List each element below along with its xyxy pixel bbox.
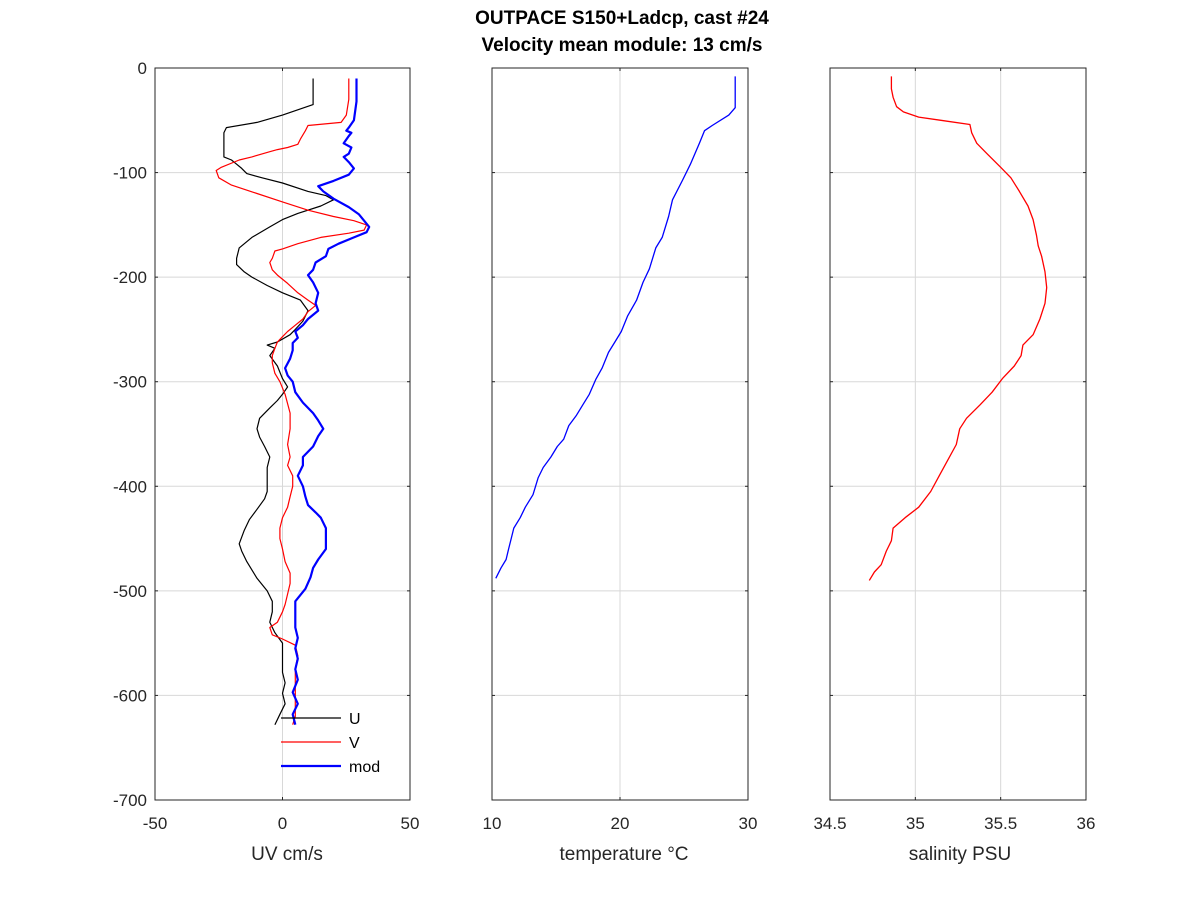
- salinity-series-profile-line: [868, 76, 1048, 581]
- temperature-x-tick-label: 10: [483, 814, 502, 833]
- uv-y-tick-label: -300: [113, 373, 147, 392]
- salinity-axes-box: [829, 67, 1087, 801]
- salinity-x-tick-label: 35.5: [984, 814, 1017, 833]
- salinity-x-axis-label: salinity PSU: [909, 844, 1011, 865]
- uv-series-mod-line: [284, 78, 371, 725]
- uv-y-tick-label: -400: [113, 477, 147, 496]
- uv-ticks: -50 0 500-100-200-300-400-500-600-700: [113, 59, 419, 833]
- temperature-x-tick-label: 30: [739, 814, 758, 833]
- uv-x-tick-label: -50: [143, 814, 168, 833]
- legend-label-u: U: [349, 711, 361, 728]
- title-line-1: OUTPACE S150+Ladcp, cast #24: [475, 8, 769, 29]
- temperature-grid: [492, 68, 748, 800]
- salinity-panel: 34.5 35 35.5 36 salinity PSU: [813, 67, 1096, 865]
- uv-x-tick-label: 50: [401, 814, 420, 833]
- uv-x-tick-label: 0: [278, 814, 287, 833]
- temperature-series-profile-line: [495, 76, 736, 579]
- salinity-x-tick-label: 35: [906, 814, 925, 833]
- temperature-ticks: 10 20 30: [483, 67, 758, 833]
- temperature-series: [495, 76, 736, 579]
- salinity-series: [868, 76, 1048, 581]
- legend-label-v: V: [349, 735, 360, 752]
- uv-y-tick-label: 0: [138, 59, 147, 78]
- temperature-panel: 10 20 30 temperature °C: [483, 67, 758, 865]
- temperature-x-tick-label: 20: [611, 814, 630, 833]
- uv-y-tick-label: -100: [113, 164, 147, 183]
- uv-series: [215, 78, 371, 725]
- salinity-grid: [830, 68, 1086, 800]
- title-line-2: Velocity mean module: 13 cm/s: [482, 35, 763, 56]
- uv-y-tick-label: -500: [113, 582, 147, 601]
- uv-y-tick-label: -600: [113, 686, 147, 705]
- uv-y-tick-label: -200: [113, 268, 147, 287]
- uv-velocity-panel: -50 0 500-100-200-300-400-500-600-700 UV c…: [113, 59, 419, 865]
- salinity-x-tick-label: 34.5: [813, 814, 846, 833]
- uv-series-v-line: [215, 78, 368, 725]
- uv-x-axis-label: UV cm/s: [251, 844, 323, 865]
- uv-grid: [155, 68, 410, 800]
- salinity-ticks: 34.5 35 35.5 36: [813, 67, 1096, 833]
- legend-label-mod: mod: [349, 759, 380, 776]
- temperature-x-axis-label: temperature °C: [559, 844, 688, 865]
- uv-y-tick-label: -700: [113, 791, 147, 810]
- salinity-x-tick-label: 36: [1077, 814, 1096, 833]
- uv-series-u-line: [223, 78, 335, 725]
